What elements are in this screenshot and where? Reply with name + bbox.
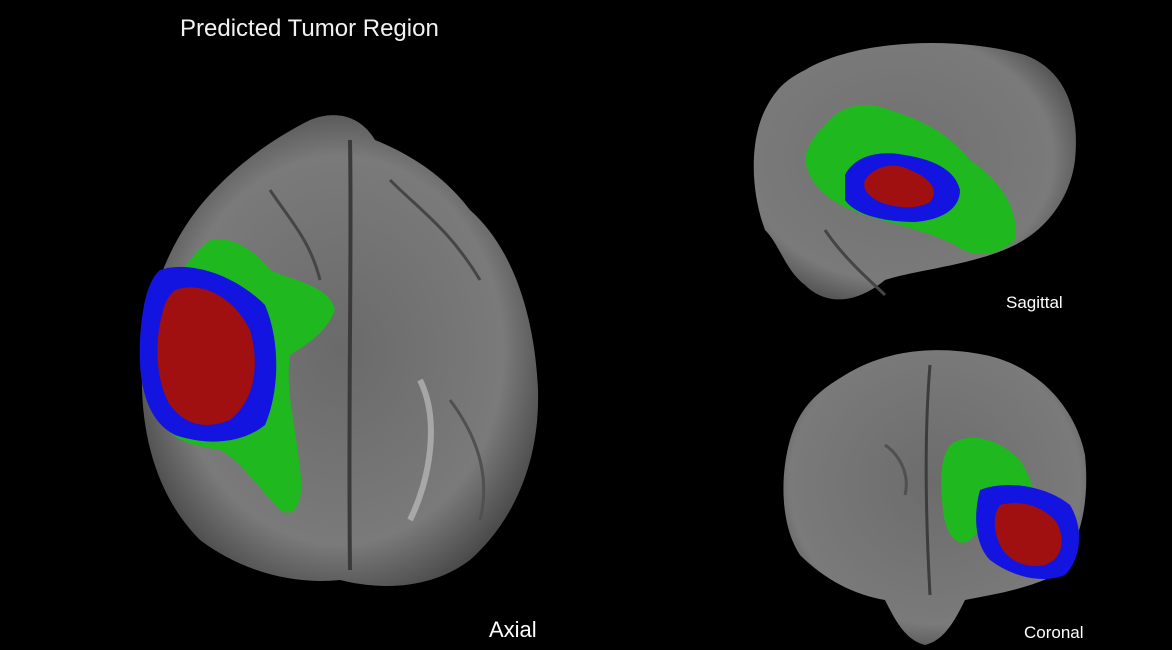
figure-title: Predicted Tumor Region [180, 15, 439, 42]
sagittal-view [745, 30, 1085, 310]
coronal-label: Coronal [1024, 623, 1084, 642]
axial-brain-outline [141, 115, 539, 586]
sagittal-label: Sagittal [1006, 293, 1063, 312]
axial-necrotic-region [157, 287, 255, 425]
axial-label: Axial [489, 617, 537, 642]
sagittal-necrotic-region [864, 165, 934, 208]
axial-view [120, 100, 560, 600]
coronal-view [775, 345, 1095, 650]
coronal-brain-image [783, 350, 1087, 645]
coronal-necrotic-region [994, 503, 1062, 566]
axial-brain-image [139, 115, 539, 586]
axial-midline [347, 139, 353, 571]
sagittal-brain-image [753, 43, 1076, 300]
